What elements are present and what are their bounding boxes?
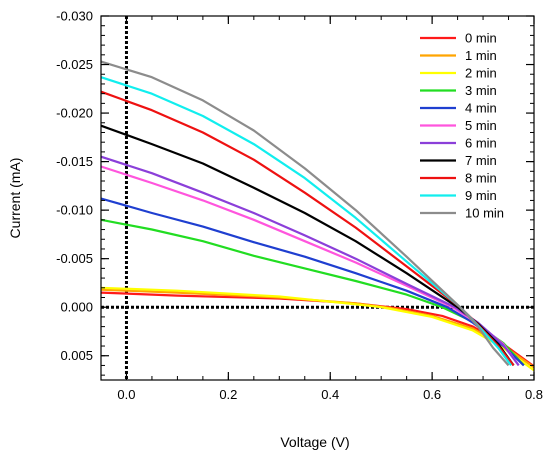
legend-label-9: 9 min: [465, 188, 497, 203]
y-tick-label: 0.005: [60, 348, 93, 363]
legend-label-0: 0 min: [465, 31, 497, 46]
legend: 0 min 1 min 2 min 3 min 4 min 5 min 6 min 7 min…: [420, 31, 504, 221]
legend-label-10: 10 min: [465, 206, 504, 221]
legend-label-8: 8 min: [465, 171, 497, 186]
tick-layer: 0.0 0.2 0.4 0.6 0.8 -0.030 -0.025 -0.020 -0.015 -…: [56, 9, 543, 403]
legend-label-6: 6 min: [465, 136, 497, 151]
y-tick-label: -0.005: [56, 251, 93, 266]
x-tick-label: 0.2: [219, 387, 237, 402]
y-tick-label: 0.000: [60, 300, 93, 315]
series-line-7: [101, 124, 515, 367]
y-tick-label: -0.025: [56, 57, 93, 72]
y-tick-label: -0.015: [56, 154, 93, 169]
x-axis-title: Voltage (V): [280, 434, 349, 450]
series-line-2: [101, 286, 534, 372]
x-tick-label: 0.6: [423, 387, 441, 402]
legend-label-1: 1 min: [465, 48, 497, 63]
plot-frame: [100, 15, 535, 381]
y-tick-label: -0.020: [56, 106, 93, 121]
series-line-9: [101, 76, 512, 367]
x-tick-label: 0.8: [525, 387, 543, 402]
frame-layer: [100, 15, 535, 381]
legend-label-5: 5 min: [465, 118, 497, 133]
data-layer: [101, 16, 534, 380]
legend-label-3: 3 min: [465, 83, 497, 98]
series-line-10: [101, 60, 510, 367]
y-tick-label: -0.010: [56, 203, 93, 218]
series-line-4: [101, 197, 525, 367]
y-tick-label: -0.030: [56, 9, 93, 24]
x-tick-label: 0.0: [117, 387, 135, 402]
legend-label-2: 2 min: [465, 66, 497, 81]
legend-label-4: 4 min: [465, 101, 497, 116]
legend-label-7: 7 min: [465, 153, 497, 168]
x-tick-label: 0.4: [321, 387, 339, 402]
series-line-6: [101, 155, 520, 367]
y-axis-title: Current (mA): [7, 158, 23, 239]
